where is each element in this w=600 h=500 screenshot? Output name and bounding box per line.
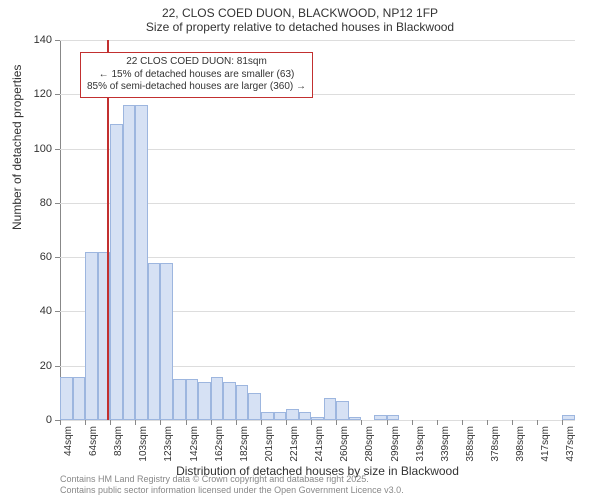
x-tick-mark — [361, 420, 362, 425]
y-tick-label: 80 — [40, 197, 52, 209]
x-tick-mark — [286, 420, 287, 425]
histogram-chart: 22, CLOS COED DUON, BLACKWOOD, NP12 1FP … — [0, 0, 600, 500]
x-tick-label: 437sqm — [565, 426, 576, 462]
attribution-line-1: Contains HM Land Registry data © Crown c… — [60, 474, 404, 485]
x-tick-label: 378sqm — [490, 426, 501, 462]
x-tick-label: 182sqm — [239, 426, 250, 462]
chart-title: 22, CLOS COED DUON, BLACKWOOD, NP12 1FP … — [0, 6, 600, 34]
attribution-text: Contains HM Land Registry data © Crown c… — [60, 474, 404, 496]
x-tick-mark — [537, 420, 538, 425]
x-tick-label: 358sqm — [465, 426, 476, 462]
overlay-layer: 22 CLOS COED DUON: 81sqm← 15% of detache… — [60, 40, 575, 420]
x-tick-label: 299sqm — [390, 426, 401, 462]
x-tick-mark — [160, 420, 161, 425]
x-tick-mark — [487, 420, 488, 425]
x-tick-label: 123sqm — [163, 426, 174, 462]
x-tick-label: 44sqm — [63, 426, 74, 456]
x-tick-label: 142sqm — [189, 426, 200, 462]
x-tick-mark — [336, 420, 337, 425]
x-tick-mark — [135, 420, 136, 425]
x-tick-mark — [261, 420, 262, 425]
x-tick-label: 319sqm — [415, 426, 426, 462]
callout-line: ← 15% of detached houses are smaller (63… — [87, 69, 306, 82]
x-tick-label: 64sqm — [88, 426, 99, 456]
x-tick-label: 201sqm — [264, 426, 275, 462]
x-tick-label: 103sqm — [138, 426, 149, 462]
x-tick-label: 398sqm — [515, 426, 526, 462]
x-tick-mark — [412, 420, 413, 425]
x-tick-mark — [236, 420, 237, 425]
y-tick-label: 20 — [40, 360, 52, 372]
callout-line: 85% of semi-detached houses are larger (… — [87, 81, 306, 94]
x-tick-label: 280sqm — [364, 426, 375, 462]
x-tick-mark — [311, 420, 312, 425]
y-tick-label: 60 — [40, 251, 52, 263]
x-axis: Distribution of detached houses by size … — [60, 420, 575, 470]
x-tick-mark — [186, 420, 187, 425]
x-tick-mark — [211, 420, 212, 425]
plot-area: 22 CLOS COED DUON: 81sqm← 15% of detache… — [60, 40, 575, 420]
y-tick-label: 140 — [34, 34, 52, 46]
x-tick-mark — [462, 420, 463, 425]
title-line-2: Size of property relative to detached ho… — [0, 20, 600, 34]
x-tick-label: 83sqm — [113, 426, 124, 456]
x-tick-label: 221sqm — [289, 426, 300, 462]
y-axis: 020406080100120140 — [0, 40, 60, 420]
x-tick-label: 339sqm — [440, 426, 451, 462]
x-tick-mark — [562, 420, 563, 425]
y-tick-label: 120 — [34, 88, 52, 100]
x-tick-label: 241sqm — [314, 426, 325, 462]
x-tick-mark — [60, 420, 61, 425]
y-tick-label: 0 — [46, 414, 52, 426]
y-tick-label: 100 — [34, 143, 52, 155]
title-line-1: 22, CLOS COED DUON, BLACKWOOD, NP12 1FP — [0, 6, 600, 20]
x-tick-mark — [85, 420, 86, 425]
callout-box: 22 CLOS COED DUON: 81sqm← 15% of detache… — [80, 52, 313, 98]
x-tick-mark — [387, 420, 388, 425]
x-tick-mark — [437, 420, 438, 425]
callout-line: 22 CLOS COED DUON: 81sqm — [87, 56, 306, 69]
x-tick-label: 417sqm — [540, 426, 551, 462]
x-tick-label: 162sqm — [214, 426, 225, 462]
x-tick-mark — [110, 420, 111, 425]
y-tick-label: 40 — [40, 305, 52, 317]
attribution-line-2: Contains public sector information licen… — [60, 485, 404, 496]
x-tick-mark — [512, 420, 513, 425]
x-tick-label: 260sqm — [339, 426, 350, 462]
